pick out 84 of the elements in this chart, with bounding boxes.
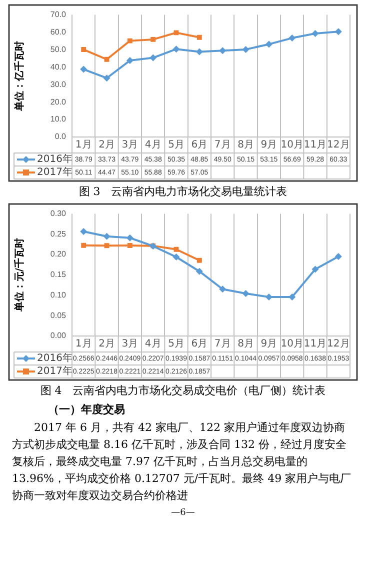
text: 图 3 云南省内电力市场化交易电量统计表 [78,184,288,199]
y-tick-label: 0.25 [50,229,67,238]
x-tick-label: 9月 [260,140,278,151]
point [103,232,110,240]
point [126,57,134,64]
text: 2017 年 6 月，共有 42 家电厂、122 家用户通过年度双边协商方式初步成交电量 8.16 亿千瓦时，涉及合同 132 份，经过月度安全复核后，最终成交电量 7.97 亿千瓦时，占当月总交易电量的 13.96%，平均成交价格 0.12707 元/千瓦时。最终 49 家用户与电厂协商一致对年度双边交易合约价格进 [12,420,352,504]
legend-label: 2016年 [37,153,72,166]
point [219,286,226,293]
point [127,38,132,44]
point [334,28,342,36]
y-tick-label: 10.0 [50,114,67,124]
point [196,48,203,56]
x-tick-label: 2月 [98,338,115,350]
point [242,290,250,297]
legend-label: 2017年 [37,365,72,378]
y-tick-label: 40.0 [50,62,67,72]
y-tick-label: 0.00 [50,331,67,340]
y-axis-title: 单位：亿千瓦时 [14,40,26,112]
point [288,293,296,300]
x-tick-label: 5月 [168,140,184,151]
point [81,47,86,52]
legend-label: 2017年 [37,166,72,178]
point [242,46,250,53]
point [172,254,180,261]
x-tick-label: 2月 [98,140,115,151]
y-tick-label: 0.05 [50,310,67,320]
y-tick-label: 20.0 [50,97,67,106]
y-tick-label: 70.0 [50,10,67,20]
point [174,246,179,252]
point [174,30,179,36]
point [150,36,156,42]
y-tick-label: 0.0 [54,132,67,142]
x-tick-label: 12月 [327,140,350,151]
x-tick-label: 6月 [191,140,208,151]
point [265,40,272,48]
point [150,54,157,62]
point [80,228,88,235]
x-tick-label: 11月 [304,140,327,151]
text: —6— [170,508,196,518]
x-tick-label: 12月 [327,338,350,350]
y-tick-label: 0.10 [50,290,67,300]
point [104,243,110,248]
point [104,56,110,62]
point [196,268,203,275]
point [334,252,342,260]
y-tick-label: 50.0 [50,44,67,54]
point [312,266,319,273]
x-tick-label: 9月 [260,338,278,350]
y-tick-label: 0.15 [50,270,67,280]
y-axis-title: 单位：元/千瓦时 [14,238,26,313]
point [265,294,272,301]
x-tick-label: 4月 [144,338,162,350]
x-tick-label: 4月 [144,140,162,151]
point [172,46,180,53]
text: 图 4 云南省内电力市场化交易成交电价（电厂侧）统计表 [39,383,327,398]
x-tick-label: 1月 [75,140,92,151]
x-tick-label: 8月 [238,338,254,350]
x-tick-label: 8月 [238,140,254,151]
y-tick-label: 0.20 [50,250,67,259]
point [196,258,202,263]
y-tick-label: 30.0 [50,80,67,89]
x-tick-label: 7月 [214,338,231,350]
x-tick-label: 6月 [191,338,208,350]
x-tick-label: 11月 [304,338,327,350]
point [312,30,319,38]
x-tick-label: 1月 [75,338,92,350]
point [103,74,110,82]
point [288,34,296,42]
x-tick-label: 3月 [122,140,138,151]
legend-label: 2016年 [37,352,72,364]
point [127,243,132,248]
text: （一）年度交易 [48,402,126,417]
point [80,66,88,73]
y-tick-label: 60.0 [50,27,67,36]
point [126,234,134,242]
y-tick-label: 0.30 [50,209,67,218]
x-tick-label: 5月 [168,338,184,350]
x-tick-label: 7月 [214,140,231,151]
x-tick-label: 10月 [280,338,304,350]
x-tick-label: 10月 [280,140,304,151]
point [196,34,202,40]
point [219,47,226,54]
point [81,242,86,248]
x-tick-label: 3月 [122,338,138,350]
